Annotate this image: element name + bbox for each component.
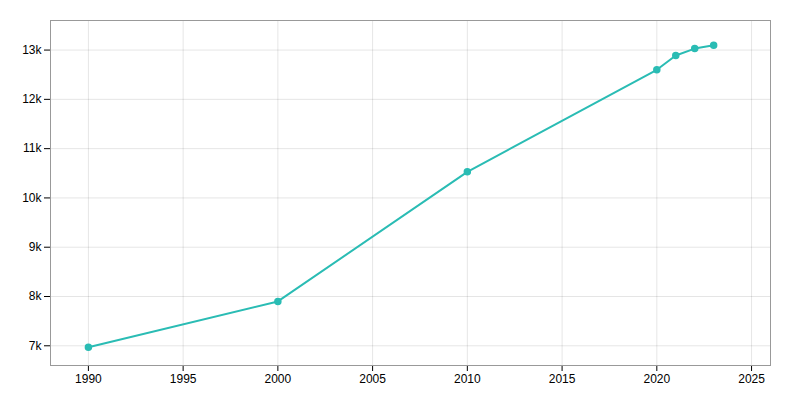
svg-text:1990: 1990 xyxy=(75,372,102,386)
svg-text:2015: 2015 xyxy=(549,372,576,386)
svg-text:2010: 2010 xyxy=(454,372,481,386)
svg-text:11k: 11k xyxy=(23,141,42,155)
svg-text:2000: 2000 xyxy=(265,372,292,386)
svg-text:8k: 8k xyxy=(29,289,43,303)
svg-text:2025: 2025 xyxy=(738,372,765,386)
svg-text:2005: 2005 xyxy=(359,372,386,386)
svg-text:10k: 10k xyxy=(22,191,42,205)
svg-text:1995: 1995 xyxy=(170,372,197,386)
svg-text:13k: 13k xyxy=(22,43,42,57)
svg-text:9k: 9k xyxy=(29,240,43,254)
svg-text:7k: 7k xyxy=(29,339,43,353)
svg-text:2020: 2020 xyxy=(643,372,670,386)
svg-text:12k: 12k xyxy=(22,92,42,106)
